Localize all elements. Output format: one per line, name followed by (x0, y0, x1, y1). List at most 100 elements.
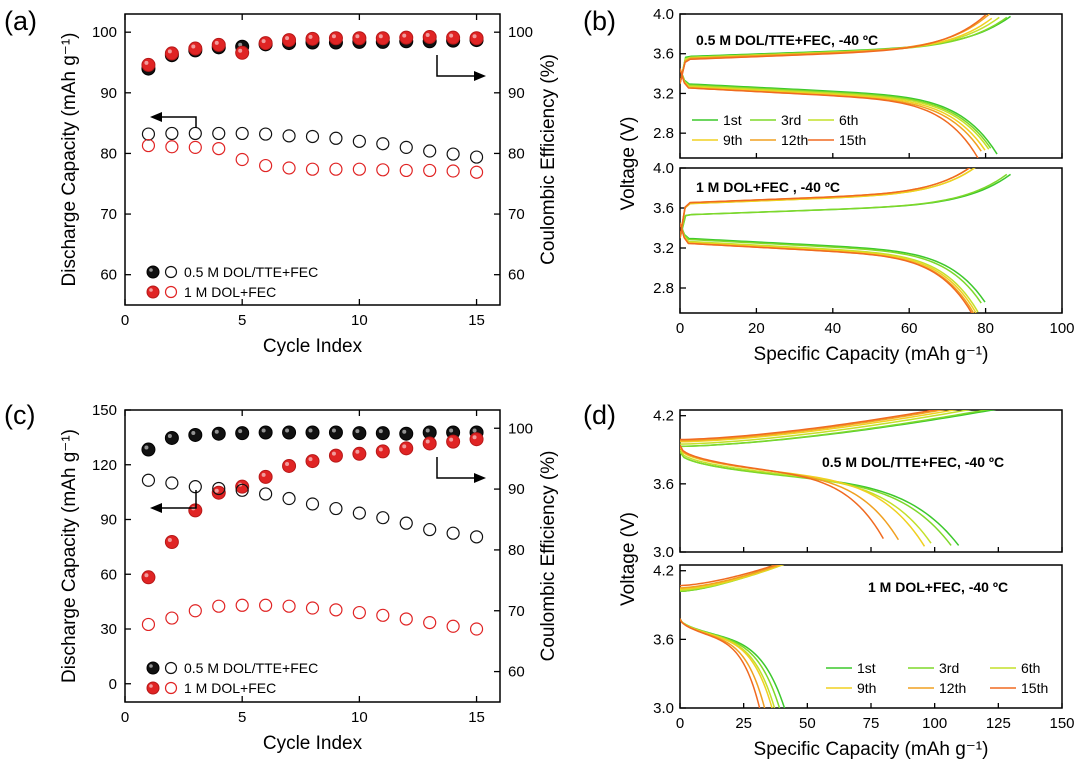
y-tick-label-right: 70 (508, 603, 525, 620)
legend-marker-filled (146, 265, 160, 279)
charge-curve-3rd (680, 410, 990, 448)
marker-highlight (331, 428, 336, 433)
y-axis-label: Voltage (V) (618, 117, 639, 211)
efficiency-marker-filled (328, 448, 343, 463)
capacity-marker-open (188, 140, 202, 154)
capacity-marker-open (235, 126, 249, 141)
legend-marker-filled (146, 681, 160, 695)
marker-highlight (238, 429, 243, 434)
discharge-curve-3rd (680, 618, 781, 708)
x-tick-label: 5 (238, 312, 246, 329)
capacity-marker-open (165, 476, 179, 490)
y-tick-label-right: 90 (508, 85, 525, 102)
marker-highlight (149, 268, 153, 272)
marker-highlight (378, 429, 383, 434)
legend-marker-open (164, 681, 178, 695)
capacity-marker-open (259, 127, 273, 141)
capacity-marker-open (352, 134, 366, 148)
efficiency-marker-filled (188, 41, 203, 56)
marker-highlight (167, 433, 172, 438)
marker-highlight (149, 288, 153, 292)
x-tick-label: 0 (121, 709, 129, 726)
x-tick-label: 0 (121, 312, 129, 329)
y-axis-label-group: Discharge Capacity (mAh g⁻¹) (59, 33, 80, 287)
capacity-marker-open (212, 599, 226, 613)
efficiency-marker-filled (328, 425, 343, 440)
marker-highlight (472, 428, 477, 433)
charge-curve-15th (680, 168, 971, 239)
marker-highlight (308, 428, 313, 433)
y-tick-label: 4.2 (653, 563, 674, 580)
capacity-marker-open (165, 611, 179, 625)
marker-highlight (425, 428, 430, 433)
charge-curve-1st (680, 15, 1011, 84)
x-axis-label: Cycle Index (263, 336, 363, 357)
efficiency-marker-filled (305, 454, 320, 469)
y-axis-label: Discharge Capacity (mAh g⁻¹) (59, 429, 80, 683)
y-tick-label-right: 100 (508, 420, 533, 437)
efficiency-marker-filled (141, 442, 156, 457)
axis-arrow-head (474, 71, 486, 81)
marker-highlight (472, 34, 477, 39)
marker-highlight (425, 439, 430, 444)
y-axis-label-group: Coulombic Efficiency (%) (538, 54, 559, 265)
y-axis-label-group: Coulombic Efficiency (%) (538, 451, 559, 662)
x-tick-label: 60 (901, 320, 918, 337)
subplot-annotation: 0.5 M DOL/TTE+FEC, -40 ºC (696, 32, 878, 48)
x-tick-label: 100 (1049, 320, 1074, 337)
capacity-marker-open (352, 162, 366, 176)
capacity-marker-open (446, 147, 460, 161)
y-tick-label-right: 80 (508, 145, 525, 162)
legend-label: 12th (781, 132, 808, 148)
efficiency-marker-filled (399, 426, 414, 441)
legend-marker-open (164, 265, 178, 279)
x-axis-label: Cycle Index (263, 733, 363, 754)
y-tick-label-right: 100 (508, 24, 533, 41)
capacity-marker-open (235, 483, 249, 497)
discharge-curve-3rd (680, 222, 982, 304)
legend-label: 12th (939, 680, 966, 696)
marker-highlight (214, 429, 219, 434)
marker-highlight (355, 34, 360, 39)
legend-label: 1st (857, 660, 876, 676)
charge-curve-12th (680, 565, 782, 589)
marker-highlight (144, 445, 149, 450)
capacity-marker-open (259, 487, 273, 501)
capacity-marker-open (305, 129, 320, 144)
subplot-annotation: 0.5 M DOL/TTE+FEC, -40 ºC (822, 454, 1004, 470)
y-tick-label-right: 90 (508, 481, 525, 498)
x-tick-label: 80 (977, 320, 994, 337)
legend-marker-open (164, 661, 178, 675)
y-tick-label: 3.6 (653, 200, 674, 217)
legend-label: 15th (839, 132, 866, 148)
marker-highlight (191, 430, 196, 435)
capacity-marker-open (212, 126, 226, 141)
capacity-marker-open (329, 603, 343, 617)
legend-label: 3rd (781, 112, 801, 128)
panel-label: (c) (4, 400, 35, 430)
x-tick-label: 15 (468, 312, 485, 329)
y-tick-label: 100 (92, 24, 117, 41)
discharge-curve-6th (680, 68, 990, 150)
y-tick-label: 3.2 (653, 85, 674, 102)
y-tick-label: 3.6 (653, 46, 674, 63)
x-tick-label: 125 (986, 715, 1011, 732)
y-tick-label-right: 60 (508, 267, 525, 284)
y-tick-label: 80 (100, 145, 117, 162)
marker-highlight (425, 33, 430, 38)
legend-marker-open (164, 285, 178, 299)
capacity-marker-open (282, 161, 296, 175)
y-tick-label: 150 (92, 402, 117, 419)
capacity-marker-open (212, 141, 226, 156)
capacity-marker-open (141, 138, 156, 153)
capacity-marker-open (423, 163, 437, 178)
marker-highlight (149, 684, 153, 688)
panel-label: (b) (583, 6, 616, 36)
discharge-curve-3rd (680, 68, 992, 149)
marker-highlight (149, 664, 153, 668)
y-tick-label-right: 60 (508, 664, 525, 681)
y-tick-label-right: 80 (508, 542, 525, 559)
marker-highlight (167, 538, 172, 543)
discharge-curve-6th (680, 222, 979, 313)
efficiency-marker-filled (305, 31, 320, 46)
